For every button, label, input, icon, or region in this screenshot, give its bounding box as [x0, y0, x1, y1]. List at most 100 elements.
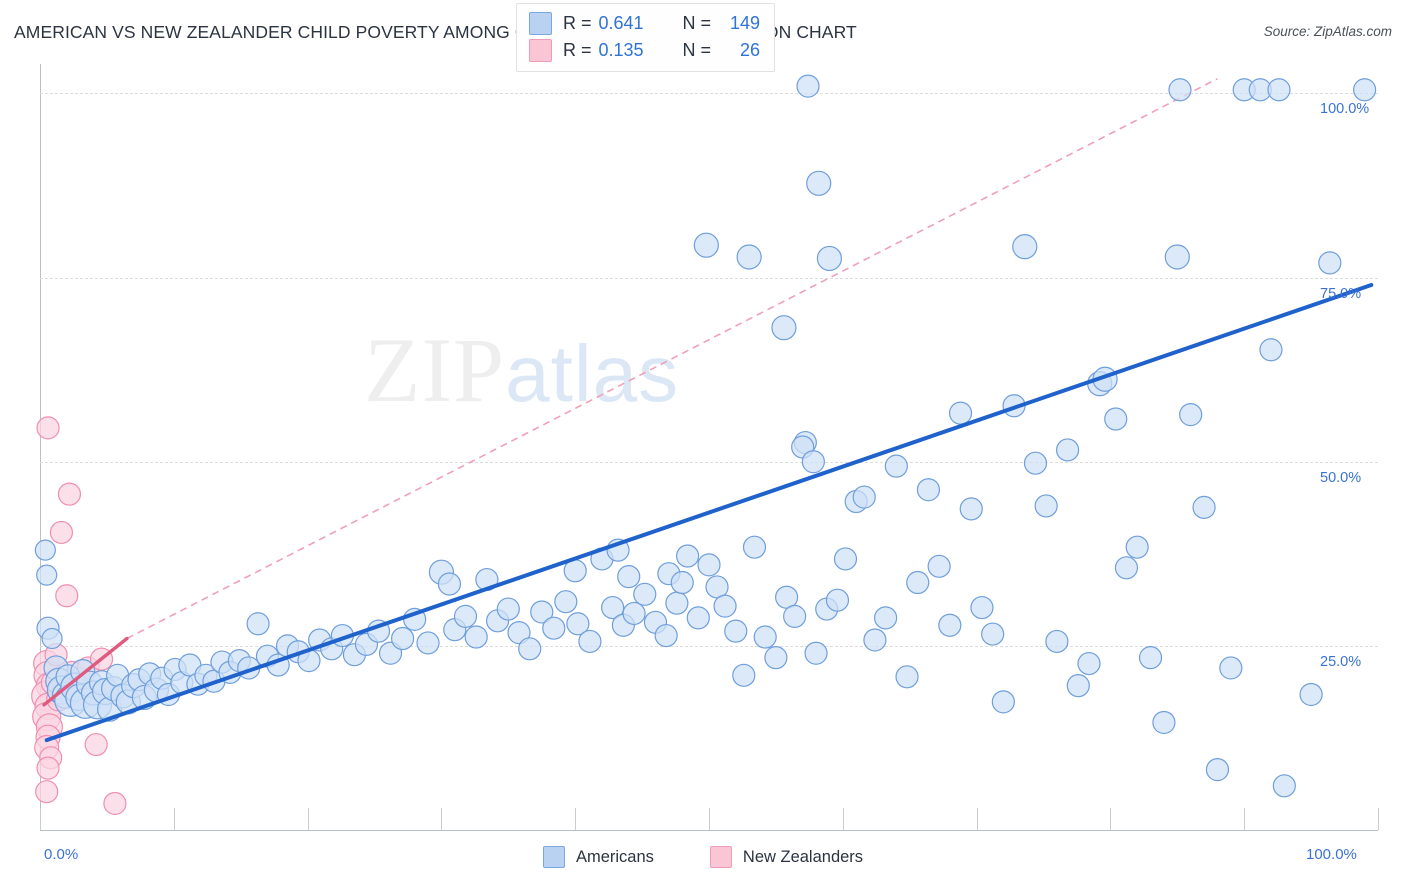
data-point[interactable]: [566, 612, 590, 636]
data-point[interactable]: [36, 416, 60, 440]
data-point[interactable]: [736, 244, 762, 270]
data-point[interactable]: [1168, 78, 1192, 102]
data-point[interactable]: [753, 625, 777, 649]
data-point[interactable]: [1104, 407, 1128, 431]
data-point[interactable]: [518, 637, 542, 661]
data-point[interactable]: [852, 485, 876, 509]
legend-swatch-new-zealanders: [529, 39, 552, 62]
data-point[interactable]: [1045, 629, 1069, 654]
data-point[interactable]: [1179, 402, 1203, 427]
data-point[interactable]: [1077, 651, 1101, 676]
data-point[interactable]: [906, 570, 930, 595]
data-point[interactable]: [884, 454, 908, 478]
data-point[interactable]: [806, 170, 832, 196]
data-point[interactable]: [833, 547, 858, 571]
x-tickmark: [1244, 808, 1246, 830]
data-point[interactable]: [1066, 674, 1090, 698]
data-point[interactable]: [36, 756, 60, 780]
legend-item-americans[interactable]: Americans: [542, 846, 654, 868]
data-point[interactable]: [724, 619, 748, 643]
data-point[interactable]: [633, 582, 657, 606]
data-point[interactable]: [464, 625, 488, 649]
data-point[interactable]: [742, 535, 767, 559]
data-point[interactable]: [1192, 495, 1216, 519]
data-point[interactable]: [816, 245, 843, 272]
data-point[interactable]: [84, 732, 108, 757]
data-point[interactable]: [654, 623, 678, 648]
data-point[interactable]: [1267, 78, 1291, 102]
data-point[interactable]: [1012, 234, 1038, 260]
data-point[interactable]: [970, 595, 994, 620]
data-point[interactable]: [948, 401, 973, 425]
data-point[interactable]: [895, 665, 919, 689]
data-point[interactable]: [1138, 646, 1163, 670]
data-point[interactable]: [1272, 774, 1296, 798]
x-tickmark: [441, 808, 443, 830]
data-point[interactable]: [1205, 758, 1230, 782]
data-point[interactable]: [578, 629, 602, 654]
data-point[interactable]: [796, 74, 820, 98]
data-point[interactable]: [1023, 451, 1048, 475]
data-point[interactable]: [1152, 710, 1176, 735]
data-point[interactable]: [530, 600, 554, 624]
data-point[interactable]: [622, 601, 646, 626]
data-point[interactable]: [416, 631, 440, 655]
data-point[interactable]: [34, 539, 56, 561]
data-point[interactable]: [453, 604, 478, 629]
data-point[interactable]: [1259, 338, 1283, 362]
y-axis-line: [40, 64, 41, 830]
data-point[interactable]: [554, 590, 578, 614]
data-point[interactable]: [863, 628, 887, 652]
r-label-new-zealanders: R =: [563, 40, 592, 60]
data-point[interactable]: [49, 520, 74, 545]
data-point[interactable]: [437, 572, 462, 596]
data-point[interactable]: [804, 641, 828, 665]
data-point[interactable]: [1164, 244, 1190, 270]
data-point[interactable]: [617, 565, 641, 589]
data-point[interactable]: [1125, 535, 1149, 559]
data-point[interactable]: [764, 646, 788, 670]
data-point[interactable]: [601, 595, 625, 620]
data-point[interactable]: [686, 606, 710, 630]
data-point[interactable]: [981, 622, 1005, 646]
data-point[interactable]: [670, 570, 694, 595]
gridline: [40, 645, 1378, 647]
data-point[interactable]: [1034, 494, 1058, 518]
data-point[interactable]: [732, 663, 756, 687]
data-point[interactable]: [916, 478, 941, 502]
data-point[interactable]: [783, 604, 807, 629]
data-point[interactable]: [938, 613, 962, 637]
data-point[interactable]: [713, 594, 737, 618]
data-point[interactable]: [1055, 438, 1080, 462]
data-point[interactable]: [103, 791, 127, 816]
trendline-americans: [44, 282, 1374, 743]
data-point[interactable]: [36, 564, 58, 586]
data-point[interactable]: [507, 621, 531, 645]
data-point[interactable]: [801, 450, 825, 474]
data-point[interactable]: [1299, 682, 1323, 707]
data-point[interactable]: [1114, 556, 1139, 580]
data-point[interactable]: [675, 544, 700, 568]
data-point[interactable]: [1318, 251, 1342, 275]
data-point[interactable]: [697, 553, 721, 577]
data-point[interactable]: [693, 232, 719, 258]
data-point[interactable]: [246, 612, 270, 636]
x-axis-tick-label: 100.0%: [1306, 846, 1357, 863]
data-point[interactable]: [874, 606, 898, 630]
data-point[interactable]: [1353, 78, 1377, 102]
data-point[interactable]: [959, 497, 983, 521]
data-point[interactable]: [35, 780, 59, 804]
data-point[interactable]: [390, 626, 415, 651]
data-point[interactable]: [57, 482, 82, 506]
data-point[interactable]: [991, 690, 1015, 714]
data-point[interactable]: [41, 627, 63, 650]
data-point[interactable]: [542, 616, 566, 640]
data-point[interactable]: [665, 591, 689, 615]
data-point[interactable]: [1219, 656, 1243, 680]
data-point[interactable]: [927, 554, 951, 578]
data-point[interactable]: [496, 597, 520, 621]
data-point[interactable]: [771, 315, 797, 341]
legend-item-new-zealanders[interactable]: New Zealanders: [709, 846, 863, 868]
data-point[interactable]: [825, 588, 850, 612]
data-point[interactable]: [55, 584, 79, 608]
